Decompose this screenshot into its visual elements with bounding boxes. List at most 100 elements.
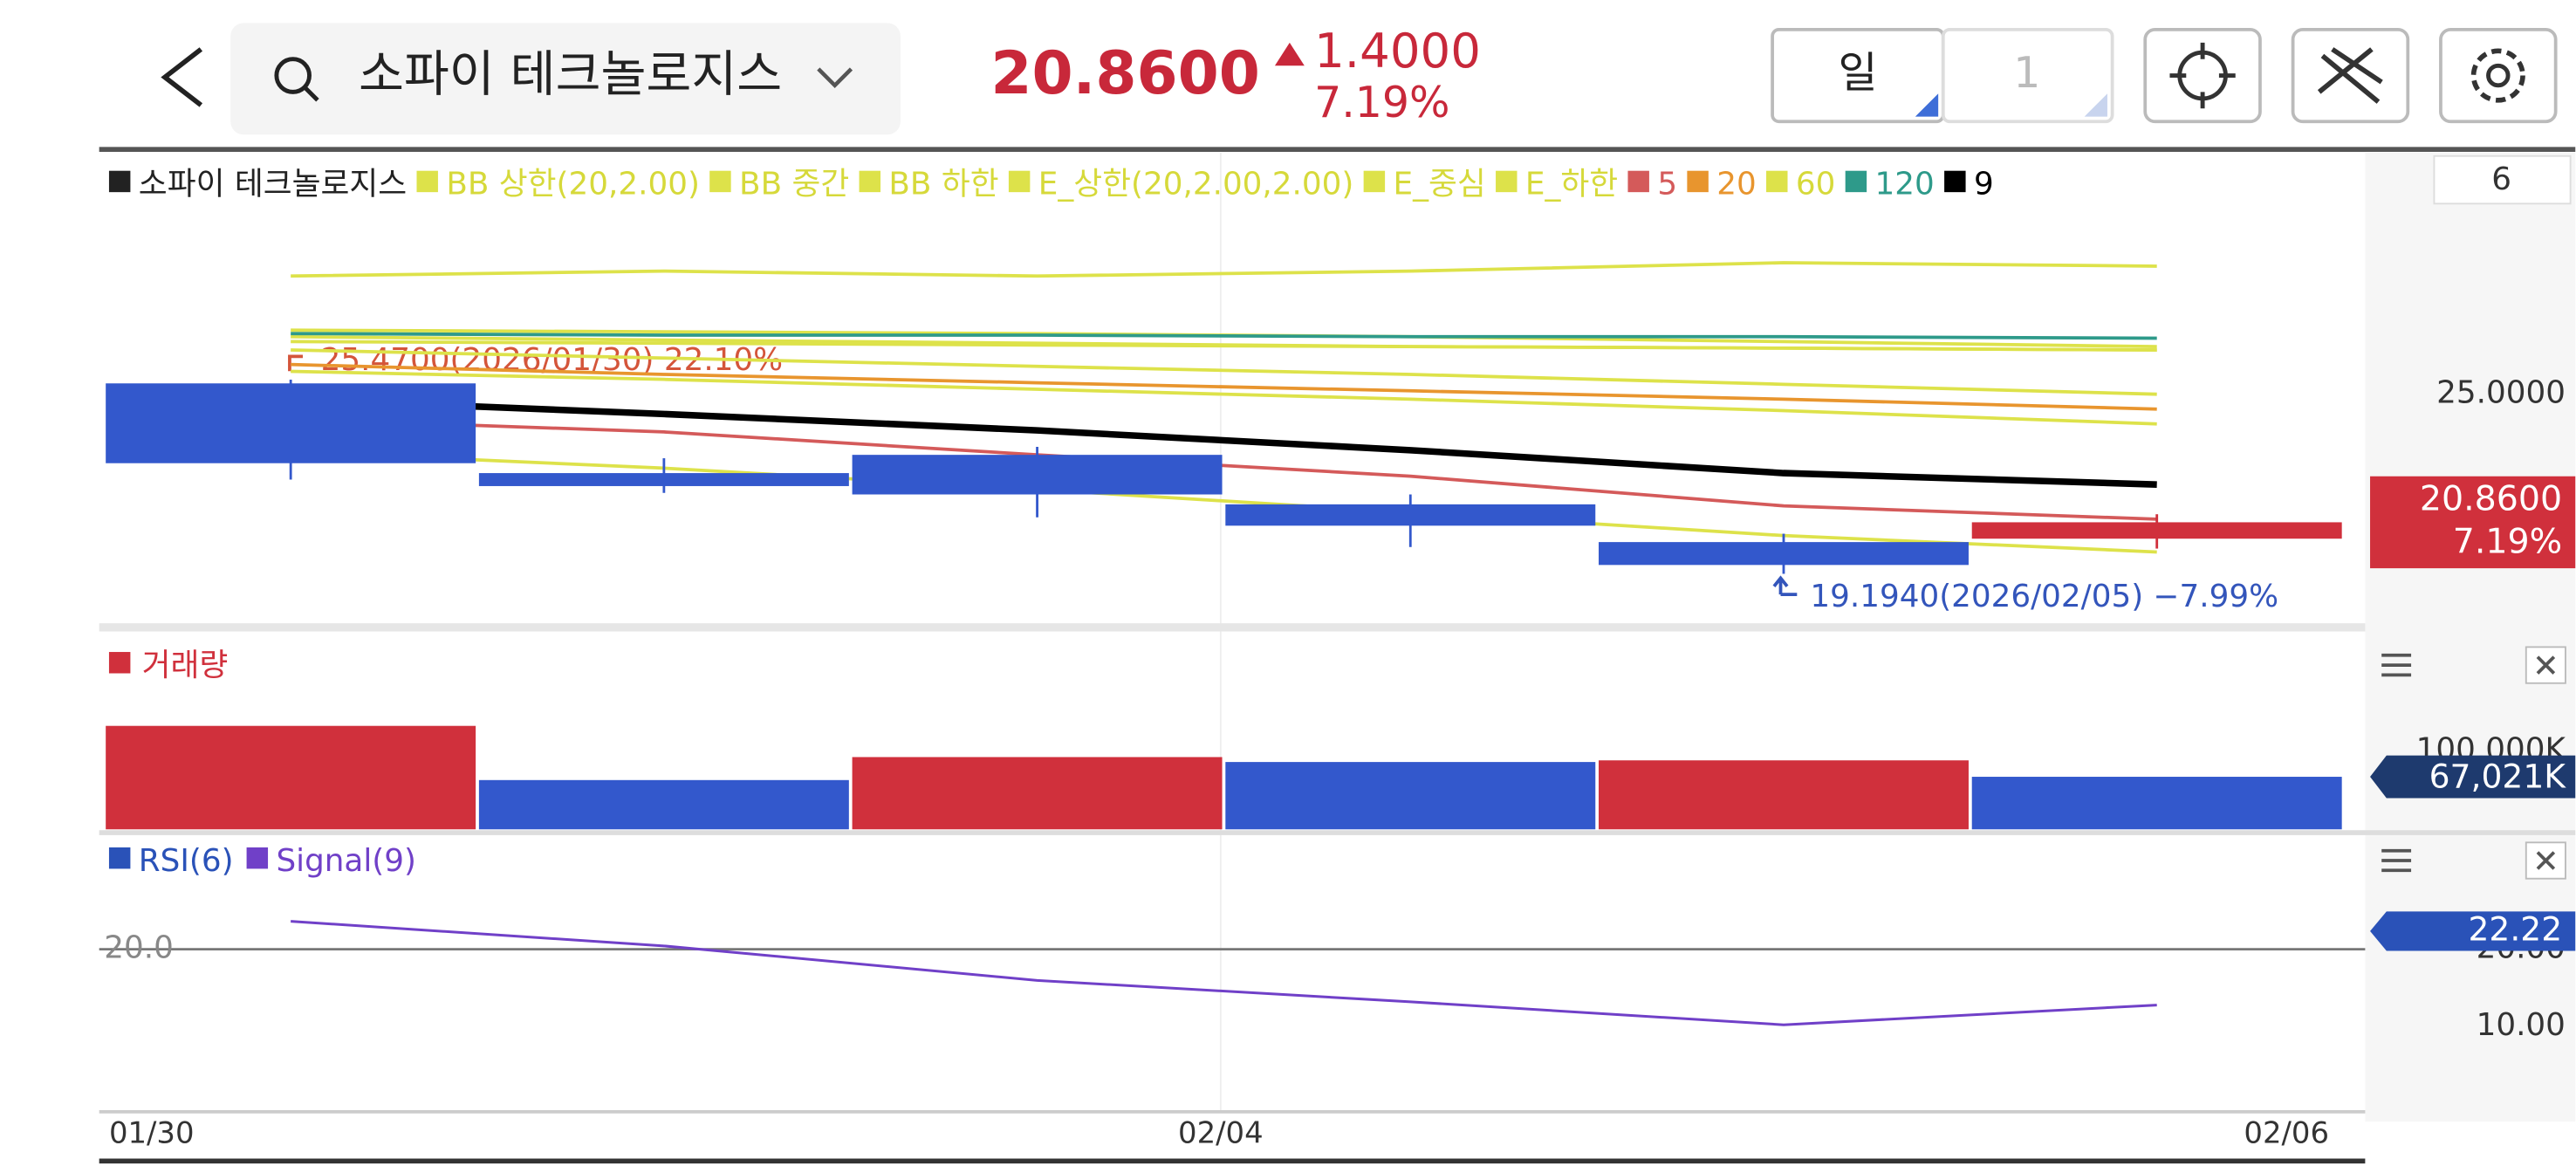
price-tag-pct: 7.19%	[2453, 521, 2562, 561]
indicator-line	[291, 348, 2157, 396]
volume-bar	[852, 757, 1223, 830]
legend-swatch	[1363, 170, 1386, 193]
menu-icon[interactable]	[2381, 848, 2412, 873]
candle-body	[1599, 542, 1969, 566]
indicator-line	[291, 417, 2157, 521]
legend-swatch	[1845, 170, 1867, 193]
legend-label: BB 중간	[739, 167, 849, 202]
period-count: 1	[2013, 48, 2040, 98]
volume-bar	[106, 725, 476, 830]
count-text: 6	[2491, 161, 2511, 197]
legend-label: 9	[1974, 167, 1994, 202]
legend-swatch	[1627, 170, 1649, 193]
legend-swatch	[246, 847, 269, 869]
draw-button[interactable]	[2291, 27, 2410, 124]
dropdown-icon[interactable]	[817, 67, 853, 89]
rsi-tag-value: 22.22	[2468, 909, 2562, 948]
back-button[interactable]	[161, 47, 203, 107]
price-gutter	[2365, 152, 2576, 1122]
search-icon	[303, 85, 319, 102]
legend-label: Signal(9)	[276, 843, 415, 879]
corner-mark	[1915, 93, 1939, 117]
settings-icon	[2486, 63, 2511, 88]
panel-icons	[2381, 646, 2566, 880]
low-arrow	[1772, 575, 1798, 597]
price-tag	[2370, 476, 2576, 569]
crosshair-button[interactable]	[2143, 27, 2262, 124]
count-box	[2433, 154, 2572, 205]
legend-label: 120	[1875, 167, 1935, 202]
legend-swatch	[416, 170, 438, 193]
indicator-line	[291, 362, 2157, 411]
up-triangle	[1274, 42, 1305, 66]
legend-swatch	[108, 652, 131, 674]
y-tick-label: 25.0000	[2436, 375, 2566, 411]
change-pct: 7.19%	[1314, 78, 1449, 127]
indicator-line	[291, 261, 2157, 278]
candle-body	[106, 383, 476, 463]
indicator-line	[291, 334, 2157, 352]
legend-label: E_중심	[1394, 167, 1486, 202]
high-arrow	[288, 354, 303, 372]
legend-swatch	[1944, 170, 1966, 193]
candle-body	[1225, 504, 1596, 526]
close-icon	[2536, 851, 2556, 870]
legend-swatch	[108, 170, 131, 193]
legend-swatch	[709, 170, 731, 193]
legend-label: E_상한(20,2.00,2.00)	[1038, 167, 1354, 202]
legend-swatch	[1766, 170, 1788, 193]
candle-body	[1971, 522, 2342, 539]
settings-icon	[2470, 48, 2525, 103]
volume-tag	[2370, 755, 2576, 799]
settings-button[interactable]	[2439, 27, 2558, 124]
legend-swatch	[859, 170, 881, 193]
legend-label: 5	[1657, 167, 1677, 202]
crosshair-icon	[2169, 42, 2236, 109]
indicator-line	[291, 449, 2157, 554]
x-tick-label: 02/04	[1178, 1116, 1264, 1150]
volume-bar	[1225, 762, 1596, 830]
legend-label: BB 상한(20,2.00)	[446, 167, 700, 202]
reference-label: 20.0	[104, 930, 174, 966]
legend-swatch	[1687, 170, 1709, 193]
count-button[interactable]	[1941, 27, 2114, 124]
search-icon	[274, 57, 312, 94]
indicator-line	[291, 369, 2157, 426]
legend-label: 20	[1716, 167, 1757, 202]
legend-swatch	[108, 847, 131, 869]
candle-body	[478, 473, 849, 486]
draw-icon	[2317, 47, 2383, 104]
indicator-line	[291, 920, 2157, 1026]
price-tag-value: 20.8600	[2420, 478, 2562, 518]
period: 일	[1838, 48, 1877, 98]
rsi-tag	[2370, 911, 2576, 951]
volume-bar	[1599, 760, 1969, 830]
volume-bar	[1971, 777, 2342, 830]
y-tick-label: 10.00	[2477, 1007, 2566, 1043]
close-icon	[2536, 655, 2556, 675]
legend-label: E_하한	[1525, 167, 1618, 202]
low-annotation: 19.1940(2026/02/05) −7.99%	[1810, 579, 2278, 614]
legend-label: BB 하한	[888, 167, 998, 202]
volume-tag-value: 67,021K	[2429, 757, 2567, 795]
search-box[interactable]	[230, 23, 901, 135]
indicator-line	[291, 332, 2157, 340]
legend-swatch	[1496, 170, 1518, 193]
x-tick-label: 01/30	[109, 1116, 195, 1150]
legend-swatch	[1008, 170, 1031, 193]
legend-label: 60	[1796, 167, 1836, 202]
panel-title: 거래량	[142, 648, 229, 683]
price: 20.8600	[990, 38, 1260, 107]
menu-icon[interactable]	[2381, 653, 2412, 677]
legend-label: RSI(6)	[139, 843, 234, 879]
legend-label: 소파이 테크놀로지스	[139, 167, 407, 202]
x-tick-label: 02/06	[2244, 1116, 2329, 1150]
candle-body	[852, 455, 1223, 495]
volume-bar	[478, 779, 849, 830]
corner-mark	[2084, 93, 2107, 117]
indicator-line	[291, 395, 2157, 488]
change: 1.4000	[1314, 23, 1481, 79]
stock-name: 소파이 테크놀로지스	[359, 46, 782, 103]
